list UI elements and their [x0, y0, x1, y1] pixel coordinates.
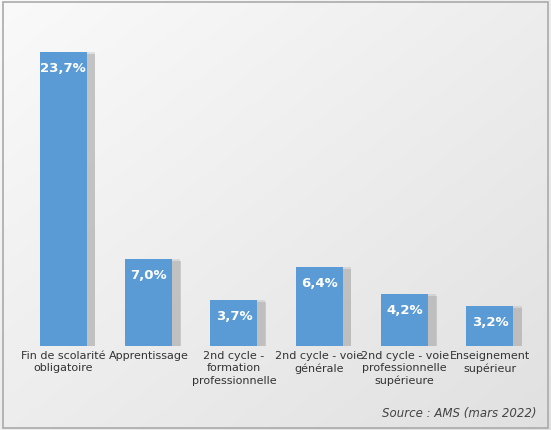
Bar: [131, 259, 180, 346]
Text: 7,0%: 7,0%: [130, 269, 167, 282]
Bar: [296, 267, 343, 346]
Bar: [216, 300, 266, 346]
Bar: [472, 308, 522, 346]
Bar: [301, 267, 351, 346]
Text: 23,7%: 23,7%: [40, 62, 86, 75]
Bar: [381, 294, 428, 346]
Bar: [45, 52, 95, 346]
Bar: [45, 54, 95, 346]
Bar: [210, 300, 257, 346]
Text: 6,4%: 6,4%: [301, 276, 338, 289]
Bar: [215, 302, 266, 346]
Bar: [130, 261, 181, 346]
Bar: [40, 52, 87, 346]
Text: 3,7%: 3,7%: [215, 310, 252, 323]
Bar: [301, 269, 351, 346]
Bar: [125, 259, 172, 346]
Bar: [387, 294, 436, 346]
Bar: [386, 296, 436, 346]
Text: 3,2%: 3,2%: [472, 316, 508, 329]
Text: 4,2%: 4,2%: [386, 304, 423, 317]
Bar: [467, 306, 514, 346]
Bar: [472, 306, 522, 346]
Text: Source : AMS (mars 2022): Source : AMS (mars 2022): [382, 406, 537, 420]
